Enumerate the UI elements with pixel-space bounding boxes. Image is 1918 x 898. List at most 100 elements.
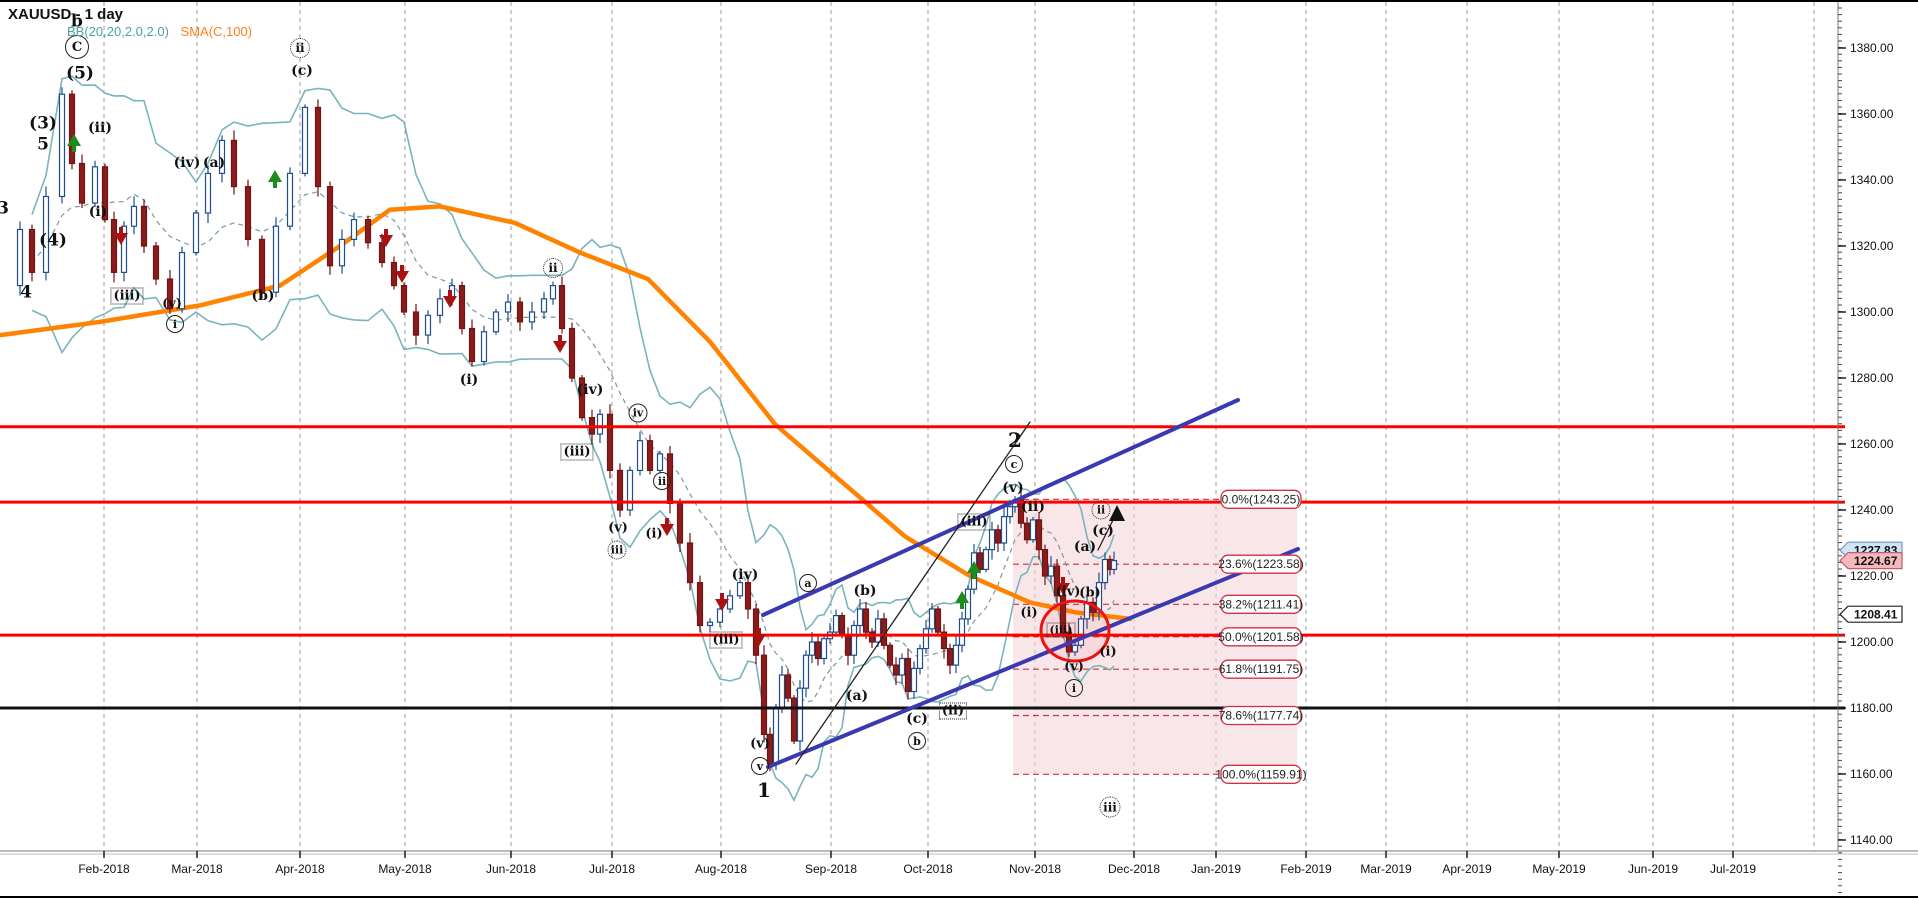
candle[interactable] bbox=[736, 581, 744, 597]
fib-label-box[interactable] bbox=[1220, 489, 1302, 509]
candle[interactable] bbox=[838, 614, 846, 636]
fib-label-box[interactable] bbox=[1220, 554, 1302, 574]
candle[interactable] bbox=[910, 667, 918, 693]
candle[interactable] bbox=[568, 327, 576, 379]
candle[interactable] bbox=[364, 219, 372, 244]
candle[interactable] bbox=[1047, 565, 1055, 577]
candle[interactable] bbox=[982, 548, 990, 570]
candle[interactable] bbox=[1077, 618, 1085, 646]
candle[interactable] bbox=[286, 172, 294, 227]
candle[interactable] bbox=[886, 644, 894, 666]
candle[interactable] bbox=[820, 638, 828, 660]
candle[interactable] bbox=[808, 641, 816, 656]
candle[interactable] bbox=[928, 608, 936, 630]
fib-label-box[interactable] bbox=[1220, 764, 1302, 784]
candle[interactable] bbox=[338, 238, 346, 267]
candle[interactable] bbox=[1006, 506, 1014, 518]
x-axis[interactable]: Feb-2018 Mar-2018 Apr-2018 May-2018 Jun-2018… bbox=[0, 850, 1918, 876]
candle[interactable] bbox=[301, 106, 309, 175]
candle[interactable] bbox=[218, 139, 226, 174]
candle[interactable] bbox=[120, 225, 128, 273]
candle[interactable] bbox=[1110, 559, 1118, 570]
candle[interactable] bbox=[558, 285, 566, 330]
candle[interactable] bbox=[784, 674, 792, 699]
candle[interactable] bbox=[1000, 515, 1008, 544]
candle[interactable] bbox=[258, 238, 266, 293]
candle[interactable] bbox=[400, 285, 408, 313]
candle[interactable] bbox=[626, 469, 634, 511]
candle[interactable] bbox=[68, 93, 76, 165]
candle[interactable] bbox=[850, 624, 858, 656]
candle[interactable] bbox=[91, 166, 99, 204]
candle[interactable] bbox=[549, 285, 557, 300]
candle[interactable] bbox=[350, 219, 358, 241]
candle[interactable] bbox=[424, 314, 432, 336]
fib-label-box[interactable] bbox=[1220, 594, 1302, 614]
candle[interactable] bbox=[492, 311, 500, 333]
candle[interactable] bbox=[952, 644, 960, 666]
candle[interactable] bbox=[646, 440, 654, 472]
fib-label-box[interactable] bbox=[1220, 627, 1302, 647]
candle[interactable] bbox=[152, 245, 160, 280]
candle[interactable] bbox=[578, 377, 586, 419]
candle[interactable] bbox=[772, 707, 780, 765]
candle[interactable] bbox=[1035, 519, 1043, 551]
candle[interactable] bbox=[230, 139, 238, 188]
candle[interactable] bbox=[244, 186, 252, 241]
candle[interactable] bbox=[204, 172, 212, 214]
candle[interactable] bbox=[468, 327, 476, 363]
bollinger-legend[interactable]: BB(20,20,2.0,2.0) bbox=[67, 24, 169, 39]
candle[interactable] bbox=[140, 205, 148, 247]
candle[interactable] bbox=[744, 581, 752, 610]
candle[interactable] bbox=[1053, 565, 1061, 597]
candle[interactable] bbox=[101, 166, 109, 221]
candle[interactable] bbox=[458, 285, 466, 330]
candle[interactable] bbox=[958, 618, 966, 646]
candle[interactable] bbox=[1095, 581, 1103, 613]
candle[interactable] bbox=[540, 298, 548, 313]
candle[interactable] bbox=[192, 212, 200, 254]
candle[interactable] bbox=[314, 106, 322, 188]
candle[interactable] bbox=[1029, 519, 1037, 541]
candle[interactable] bbox=[516, 301, 524, 323]
candle[interactable] bbox=[868, 631, 876, 643]
candle[interactable] bbox=[946, 647, 954, 666]
candle[interactable] bbox=[726, 595, 734, 610]
candle[interactable] bbox=[504, 301, 512, 313]
fib-label-box[interactable] bbox=[1220, 659, 1302, 679]
candle[interactable] bbox=[178, 252, 186, 310]
candle[interactable] bbox=[1101, 558, 1109, 584]
candle[interactable] bbox=[778, 674, 786, 709]
candle[interactable] bbox=[480, 331, 488, 363]
candle[interactable] bbox=[862, 608, 870, 633]
candle[interactable] bbox=[922, 628, 930, 650]
candle[interactable] bbox=[760, 654, 768, 736]
channel-lower[interactable] bbox=[766, 547, 1300, 769]
candle[interactable] bbox=[814, 641, 822, 660]
candle[interactable] bbox=[904, 657, 912, 693]
candle[interactable] bbox=[898, 657, 906, 676]
candle[interactable] bbox=[916, 647, 924, 669]
candle[interactable] bbox=[636, 440, 644, 472]
candle[interactable] bbox=[964, 588, 972, 620]
candle[interactable] bbox=[656, 453, 664, 471]
candle[interactable] bbox=[940, 631, 948, 650]
candle[interactable] bbox=[78, 162, 86, 204]
wave1-2-line[interactable] bbox=[795, 421, 1031, 765]
candle[interactable] bbox=[686, 542, 694, 584]
candle[interactable] bbox=[596, 413, 604, 435]
candle[interactable] bbox=[166, 278, 174, 310]
candle[interactable] bbox=[528, 311, 536, 323]
candle[interactable] bbox=[988, 529, 996, 551]
candle[interactable] bbox=[616, 469, 624, 511]
y-axis[interactable]: 1380.00 1360.00 1340.00 1320.00 1300.00 1280.… bbox=[1837, 2, 1903, 893]
candle[interactable] bbox=[42, 195, 50, 274]
candle[interactable] bbox=[676, 502, 684, 544]
candle[interactable] bbox=[272, 225, 280, 293]
candle[interactable] bbox=[790, 697, 798, 742]
candle[interactable] bbox=[1059, 595, 1067, 633]
channel-upper[interactable] bbox=[761, 398, 1240, 617]
candle[interactable] bbox=[378, 242, 386, 264]
candle[interactable] bbox=[1041, 548, 1049, 577]
fib-label-box[interactable] bbox=[1220, 705, 1302, 726]
